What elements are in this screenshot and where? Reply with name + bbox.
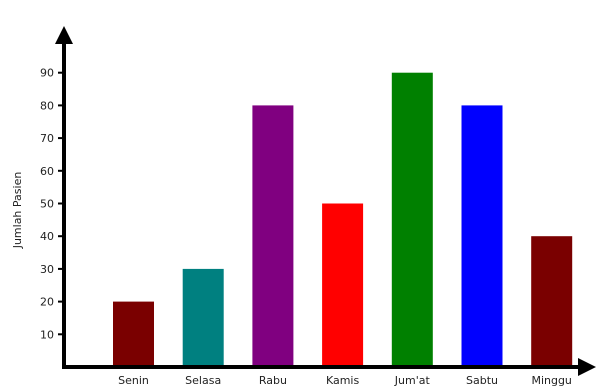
bar-kamis — [322, 203, 364, 367]
y-tick-label: 10 — [40, 328, 54, 341]
y-tick-label: 80 — [40, 99, 54, 112]
bar-selasa — [182, 268, 224, 367]
y-axis-arrow — [55, 26, 73, 44]
y-tick-label: 60 — [40, 165, 54, 178]
y-tick-label: 50 — [40, 198, 54, 211]
bar-minggu — [531, 236, 573, 367]
x-tick-label: Minggu — [531, 374, 571, 387]
y-tick-label: 70 — [40, 132, 54, 145]
x-tick-label: Senin — [118, 374, 149, 387]
bar-sabtu — [461, 105, 503, 368]
y-tick-label: 40 — [40, 230, 54, 243]
x-tick-label: Kamis — [326, 374, 360, 387]
x-tick-label: Jum'at — [394, 374, 431, 387]
bar-jumat — [391, 72, 433, 367]
x-tick-label: Selasa — [185, 374, 221, 387]
bar-senin — [113, 301, 154, 367]
x-tick-label: Sabtu — [466, 374, 498, 387]
bar-rabu — [252, 105, 294, 368]
y-tick-label: 20 — [40, 296, 54, 309]
y-axis-label: Jumlah Pasien — [11, 172, 24, 250]
y-tick-label: 90 — [40, 67, 54, 80]
x-tick-label: Rabu — [259, 374, 287, 387]
x-axis-arrow — [578, 358, 596, 376]
y-tick-label: 30 — [40, 263, 54, 276]
